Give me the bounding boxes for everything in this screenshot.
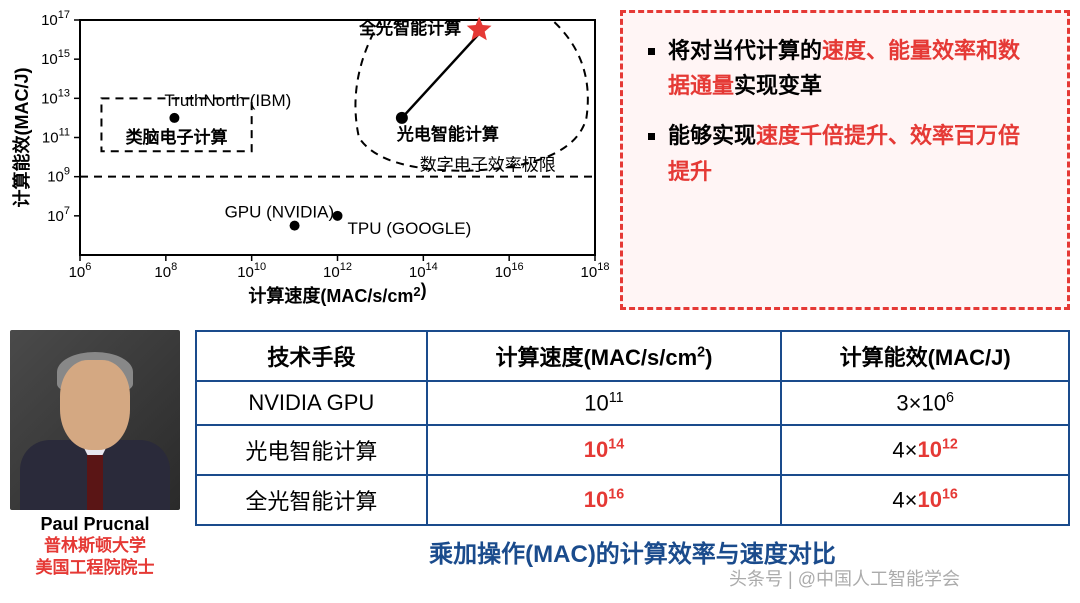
svg-text:106: 106 [69, 261, 92, 281]
svg-text:1010: 1010 [237, 261, 266, 281]
svg-text:1016: 1016 [495, 261, 524, 281]
table-row: 全光智能计算10164×1016 [196, 475, 1069, 525]
svg-text:1015: 1015 [41, 48, 70, 68]
svg-text:1011: 1011 [42, 127, 70, 147]
tech-cell: NVIDIA GPU [196, 381, 427, 425]
svg-text:TruthNorth (IBM): TruthNorth (IBM) [164, 91, 291, 110]
portrait-photo [10, 330, 180, 510]
tech-cell: 全光智能计算 [196, 475, 427, 525]
svg-text:109: 109 [47, 166, 70, 186]
callout-item: 能够实现速度千倍提升、效率百万倍提升 [668, 118, 1042, 188]
speed-cell: 1016 [427, 475, 782, 525]
callout-box: 将对当代计算的速度、能量效率和数据通量实现变革能够实现速度千倍提升、效率百万倍提… [620, 10, 1070, 310]
svg-text:TPU (GOOGLE): TPU (GOOGLE) [348, 219, 472, 238]
svg-text:1018: 1018 [581, 261, 610, 281]
table-header: 计算速度(MAC/s/cm2) [427, 331, 782, 381]
svg-text:1013: 1013 [41, 87, 70, 107]
svg-text:光电智能计算: 光电智能计算 [396, 124, 499, 144]
table-header: 计算能效(MAC/J) [781, 331, 1069, 381]
eff-cell: 4×1012 [781, 425, 1069, 475]
svg-text:计算速度(MAC/s/cm2): 计算速度(MAC/s/cm2) [248, 280, 426, 306]
table-row: NVIDIA GPU10113×106 [196, 381, 1069, 425]
comparison-table-area: 技术手段计算速度(MAC/s/cm2)计算能效(MAC/J)NVIDIA GPU… [195, 330, 1070, 579]
table-header: 技术手段 [196, 331, 427, 381]
svg-text:107: 107 [47, 205, 70, 225]
svg-text:1017: 1017 [41, 10, 70, 29]
callout-item: 将对当代计算的速度、能量效率和数据通量实现变革 [668, 33, 1042, 103]
comparison-table: 技术手段计算速度(MAC/s/cm2)计算能效(MAC/J)NVIDIA GPU… [195, 330, 1070, 526]
tech-cell: 光电智能计算 [196, 425, 427, 475]
svg-text:类脑电子计算: 类脑电子计算 [126, 127, 228, 147]
speed-cell: 1011 [427, 381, 782, 425]
speed-cell: 1014 [427, 425, 782, 475]
svg-text:数字电子效率极限: 数字电子效率极限 [420, 156, 556, 175]
table-row: 光电智能计算10144×1012 [196, 425, 1069, 475]
eff-cell: 3×106 [781, 381, 1069, 425]
portrait-honor: 美国工程院院士 [10, 557, 180, 579]
portrait-card: Paul Prucnal 普林斯顿大学 美国工程院院士 [10, 330, 180, 579]
eff-cell: 4×1016 [781, 475, 1069, 525]
watermark: 头条号 | @中国人工智能学会 [729, 565, 960, 591]
svg-text:1012: 1012 [323, 261, 352, 281]
portrait-name: Paul Prucnal [10, 514, 180, 535]
svg-text:计算能效(MAC/J): 计算能效(MAC/J) [11, 68, 32, 208]
svg-text:全光智能计算: 全光智能计算 [358, 18, 461, 38]
svg-text:GPU (NVIDIA): GPU (NVIDIA) [225, 203, 335, 222]
svg-text:108: 108 [154, 261, 177, 281]
portrait-affil: 普林斯顿大学 [10, 535, 180, 557]
svg-text:1014: 1014 [409, 261, 438, 281]
scatter-chart: 106 108 1010 1012 1014 1016 1018 107 109 1011 1013… [10, 10, 610, 310]
